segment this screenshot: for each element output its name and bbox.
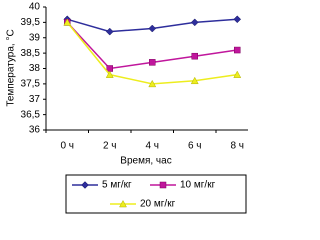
data-point: [106, 65, 113, 72]
y-tick-label: 37,5: [21, 79, 41, 90]
legend-label: 10 мг/кг: [180, 180, 216, 191]
y-tick-label: 37: [29, 94, 41, 105]
legend-marker: [159, 181, 167, 189]
x-tick-label: 4 ч: [145, 141, 159, 152]
legend-marker: [119, 199, 127, 208]
data-point: [105, 70, 114, 78]
data-point: [191, 52, 198, 60]
data-point: [234, 46, 241, 54]
data-point: [233, 15, 242, 24]
data-point: [190, 76, 199, 85]
y-tick-label: 40: [29, 2, 41, 13]
x-tick-label: 2 ч: [103, 141, 117, 152]
x-tick-label: 0 ч: [60, 141, 74, 152]
y-tick-label: 38: [29, 63, 41, 74]
data-point: [233, 70, 242, 78]
data-point: [63, 18, 72, 26]
y-tick-label: 39,5: [21, 17, 41, 28]
y-tick-label: 39: [29, 32, 41, 43]
x-tick-label: 6 ч: [188, 141, 202, 152]
y-tick-label: 38,5: [21, 48, 41, 59]
legend-label: 5 мг/кг: [102, 180, 132, 191]
legend-box: [65, 174, 247, 214]
chart: Температура, °С Время, час 36 36,5 37 37,5 3…: [6, 2, 248, 214]
x-tick-label: 8 ч: [230, 141, 244, 152]
y-axis-label: Температура, °С: [6, 29, 17, 106]
data-point: [190, 18, 199, 27]
legend-label: 20 мг/кг: [140, 199, 176, 210]
y-tick-label: 36,5: [21, 109, 41, 120]
y-tick-label: 36: [29, 125, 41, 136]
data-point: [105, 27, 114, 36]
data-point: [148, 24, 157, 33]
data-point: [149, 59, 156, 66]
legend-marker: [81, 181, 89, 189]
data-point: [148, 79, 157, 88]
x-axis-label: Время, час: [120, 156, 171, 167]
